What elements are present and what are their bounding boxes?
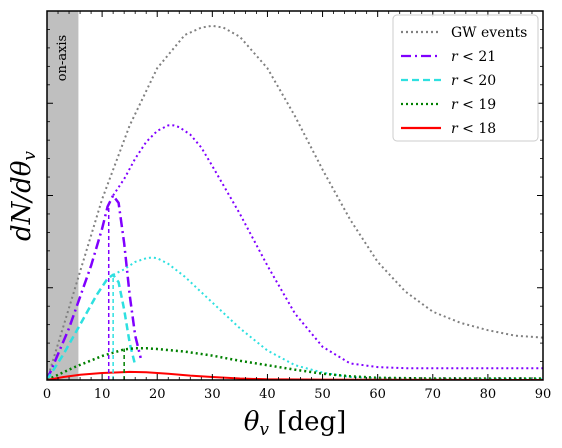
x-axis-title: θv [deg] [244,407,347,440]
tick-layer: 0 10 20 30 40 50 60 70 80 90 [43,10,552,402]
legend-box [392,14,539,142]
x-tick-label: 70 [425,387,442,402]
series-r-20 [47,273,137,380]
legend-label-r-18: r < 18 [451,121,496,137]
series-gw-events [47,24,543,380]
x-tick-label: 90 [535,387,552,402]
legend-label-gw-events: GW events [451,25,527,41]
series-r-19 [47,347,543,380]
x-tick-label: 40 [259,387,276,402]
x-tick-label: 30 [204,387,221,402]
x-tick-label: 50 [314,387,331,402]
x-axis-label: θv [deg] [244,407,347,440]
y-axis-label: dN/dθv [7,151,40,241]
series-r-21 [47,194,142,380]
x-tick-label: 60 [369,387,386,402]
x-tick-label: 10 [94,387,111,402]
legend-label-r-20: r < 20 [451,73,496,89]
on-axis-label: on-axis [55,35,70,82]
y-axis-title: dN/dθv [7,151,40,241]
x-tick-label: 20 [149,387,166,402]
legend-label-r-19: r < 19 [451,97,496,113]
series-r-20-off-axis [112,256,543,380]
x-tick-label: 0 [43,387,51,402]
legend-label-r-21: r < 21 [451,49,496,65]
peak-marker-layer [107,202,125,380]
series-r-18 [47,370,543,380]
series-r-21-off-axis [112,124,543,370]
legend: GW events r < 21 r < 20 r < 19 r < 18 [392,14,539,142]
x-tick-label: 80 [480,387,497,402]
